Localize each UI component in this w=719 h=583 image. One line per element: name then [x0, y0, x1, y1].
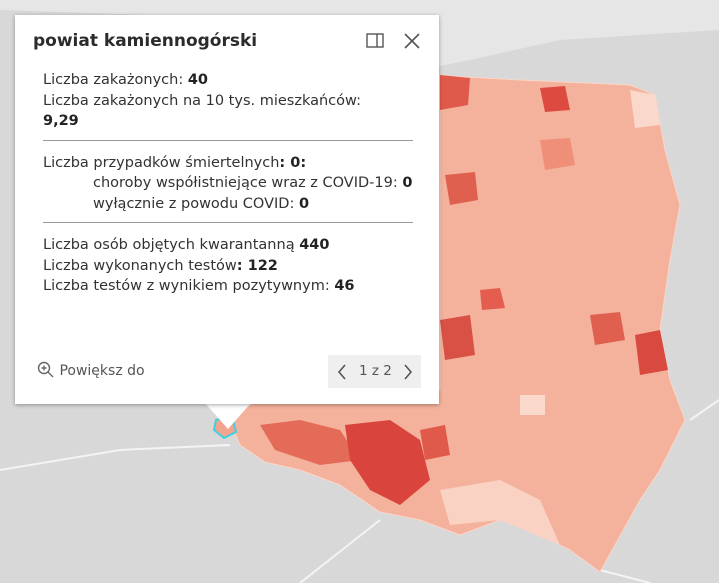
popup-content: Liczba zakażonych: 40 Liczba zakażonych …	[43, 70, 413, 297]
region	[445, 172, 478, 205]
region	[480, 288, 505, 310]
field: Liczba zakażonych na 10 tys. mieszkańców…	[43, 91, 413, 132]
field: Liczba osób objętych kwarantanną 440	[43, 235, 413, 256]
field-label: Liczba zakażonych na 10 tys. mieszkańców…	[43, 92, 361, 109]
field-value: 0	[298, 195, 310, 212]
region	[440, 75, 470, 110]
field-label: Liczba przypadków śmiertelnych	[43, 154, 280, 171]
region	[635, 330, 668, 375]
field-value: 46	[334, 278, 355, 294]
field: wyłącznie z powodu COVID: 0	[43, 194, 413, 215]
region	[440, 480, 560, 545]
field: Liczba zakażonych: 40	[43, 70, 413, 91]
field: Liczba przypadków śmiertelnych: 0:	[43, 153, 413, 174]
zoom-to-link[interactable]: Powiększ do	[37, 361, 145, 379]
field-value: 440	[299, 237, 330, 253]
divider	[43, 139, 413, 141]
region	[630, 90, 660, 128]
field-label: wyłącznie z powodu COVID:	[93, 195, 299, 212]
popup-title: powiat kamiennogórski	[33, 31, 258, 51]
zoom-label: Powiększ do	[59, 363, 145, 379]
field: choroby współistniejące wraz z COVID-19:…	[43, 173, 413, 194]
region	[260, 420, 360, 465]
region	[520, 395, 545, 415]
zoom-icon	[37, 361, 54, 378]
region	[540, 86, 570, 112]
region	[420, 425, 450, 460]
dock-button[interactable]	[365, 31, 385, 51]
region	[440, 315, 475, 360]
field: Liczba wykonanych testów: 122	[43, 256, 413, 277]
field-value: 40	[187, 72, 209, 88]
popup-pointer	[205, 403, 251, 429]
field-label: Liczba wykonanych testów	[43, 257, 237, 274]
field-value: : 122	[236, 257, 278, 274]
field-label: Liczba zakażonych:	[43, 72, 188, 88]
field-value: : 0:	[279, 154, 307, 171]
field-label: Liczba osób objętych kwarantanną	[43, 237, 300, 253]
field-label: Liczba testów z wynikiem pozytywnym:	[43, 278, 335, 294]
region	[540, 138, 575, 170]
pager: 1 z 2	[328, 355, 421, 388]
region	[590, 312, 625, 345]
next-button[interactable]	[401, 363, 415, 381]
region	[345, 420, 430, 505]
popup: powiat kamiennogórski Liczba zakażonych:…	[15, 15, 439, 404]
pager-label: 1 z 2	[359, 363, 392, 379]
field: Liczba testów z wynikiem pozytywnym: 46	[43, 276, 413, 297]
borders	[0, 399, 719, 583]
field-value: 0	[402, 175, 413, 191]
divider	[43, 222, 413, 223]
close-button[interactable]	[402, 31, 422, 51]
field-value: 9,29	[43, 113, 79, 129]
prev-button[interactable]	[335, 363, 349, 381]
field-label: choroby współistniejące wraz z COVID-19:	[93, 175, 403, 191]
